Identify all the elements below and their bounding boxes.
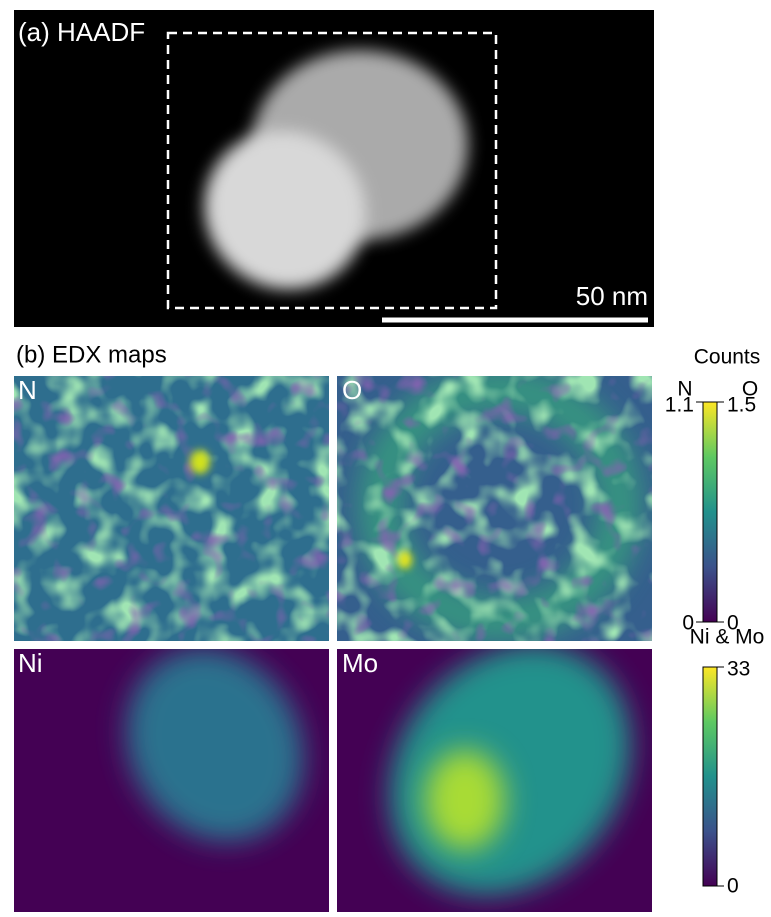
colorbar-tick: 33 <box>727 658 750 681</box>
panel-label: (a) HAADF <box>18 17 145 47</box>
map-label: Mo <box>342 648 378 678</box>
map-mo <box>337 596 681 912</box>
colorbar-title: Counts <box>694 346 761 369</box>
panel-label: (b) EDX maps <box>16 341 167 368</box>
colorbar-tick: 1.5 <box>727 394 756 417</box>
colorbar-title: Ni & Mo <box>690 626 765 649</box>
colorbar-tick: 1.1 <box>665 394 694 417</box>
map-label: N <box>18 375 37 405</box>
map-n <box>14 376 329 641</box>
colorbar <box>703 667 724 886</box>
map-label: Ni <box>18 648 43 678</box>
scale-bar-label: 50 nm <box>576 281 648 311</box>
colorbar-tick: 0 <box>727 875 739 898</box>
figure: (a) HAADF 50 nm (b) EDX maps N O Ni Mo C… <box>0 0 771 912</box>
map-ni <box>14 616 339 912</box>
haadf-image <box>14 10 654 327</box>
map-label: O <box>342 375 362 405</box>
colorbar <box>696 402 724 622</box>
map-o <box>337 376 652 641</box>
